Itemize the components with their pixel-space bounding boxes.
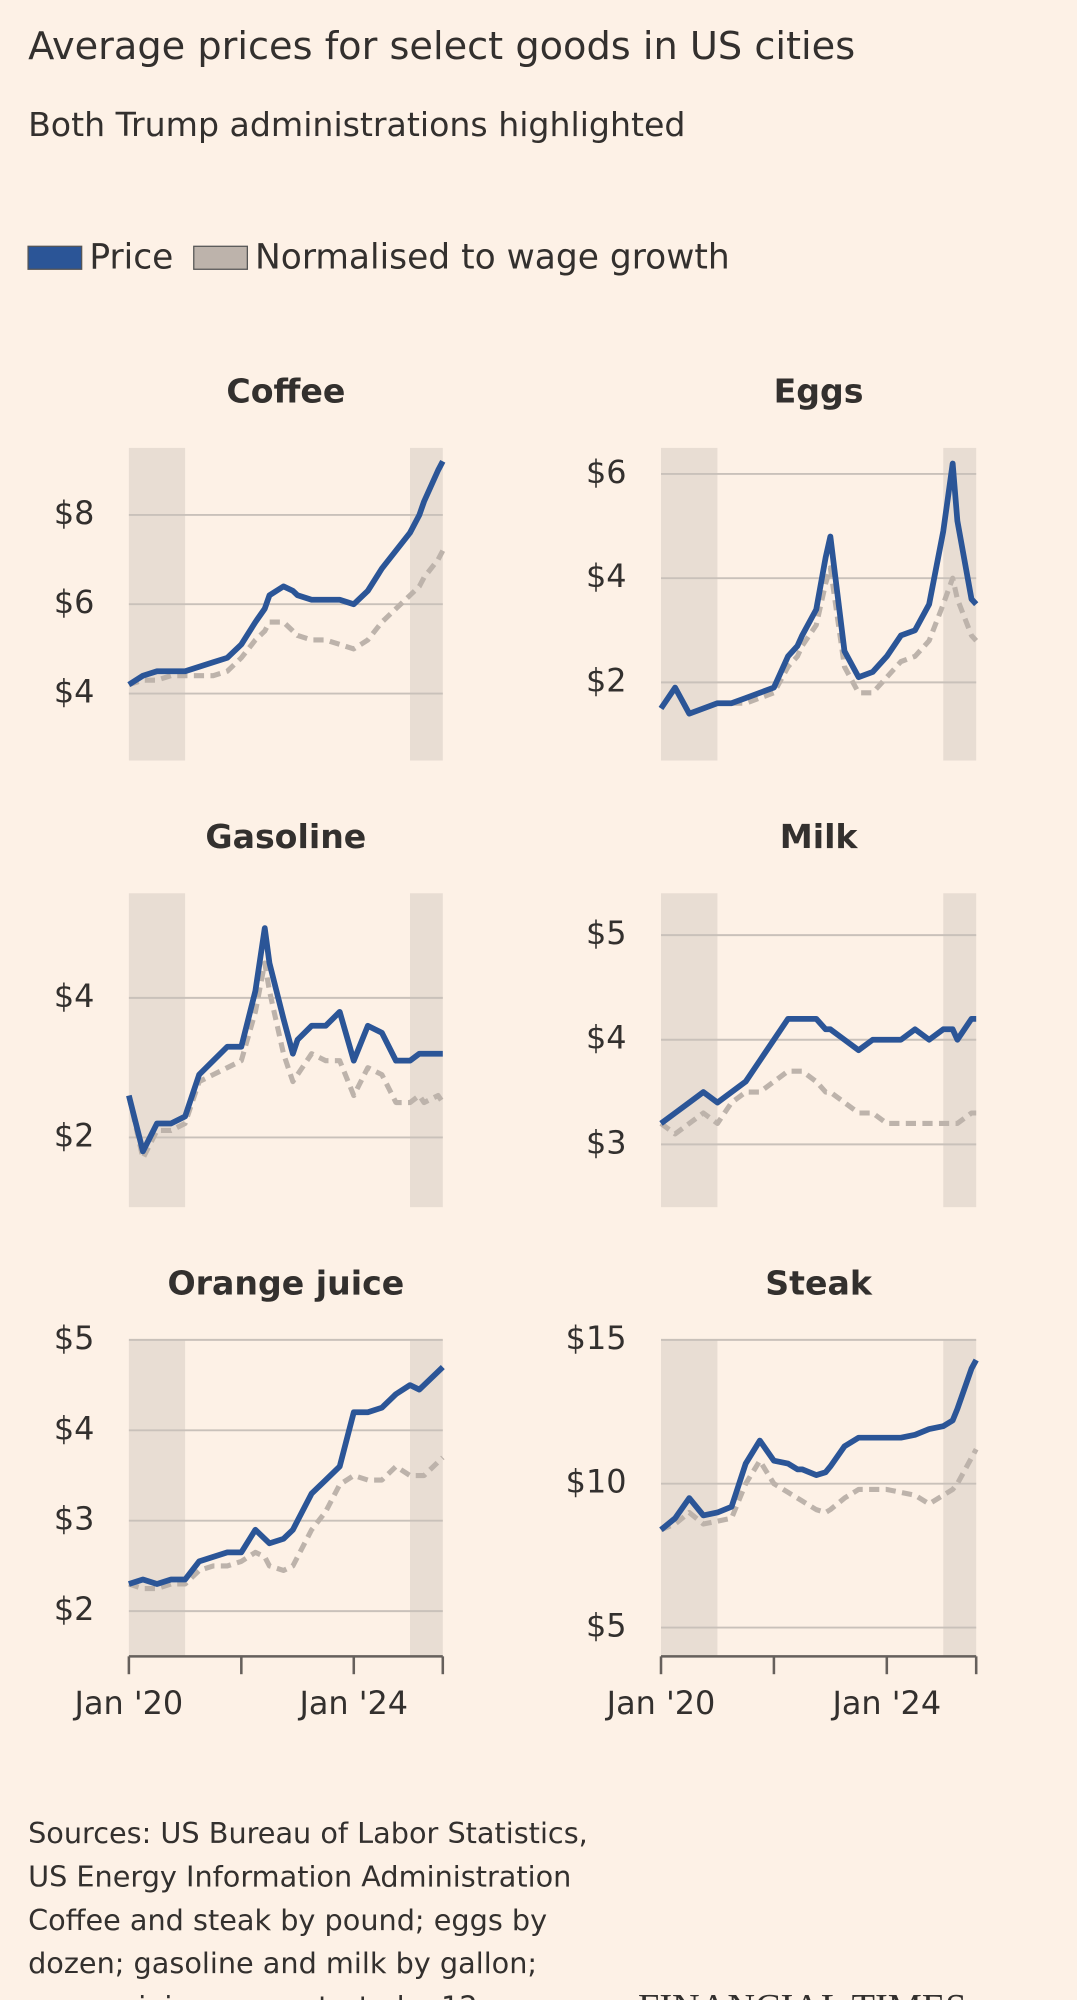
x-tick-label: Jan '20	[73, 1684, 184, 1722]
brand: FINANCIAL TIMES	[638, 1987, 966, 2000]
highlight-band	[128, 1339, 186, 1657]
series-line	[128, 549, 446, 688]
y-tick-label: $4	[54, 1409, 95, 1447]
legend-swatch	[193, 245, 248, 270]
y-tick-label: $5	[586, 1607, 627, 1645]
subtitle: Both Trump administrations highlighted	[28, 105, 685, 144]
x-tick-label: Jan '20	[605, 1684, 716, 1722]
y-tick-label: $4	[586, 1019, 627, 1057]
y-tick-label: $10	[566, 1463, 627, 1501]
y-tick-label: $2	[586, 661, 627, 699]
y-tick-label: $6	[586, 453, 627, 491]
highlight-band	[128, 893, 186, 1208]
highlight-band	[661, 893, 718, 1208]
note: US Energy Information Administration	[28, 1859, 571, 1893]
y-tick-label: $4	[586, 557, 627, 595]
note: orange juice concentrate by 12	[28, 1990, 478, 2000]
series-line	[658, 460, 979, 717]
panel-title: Steak	[765, 1264, 873, 1303]
panel-title: Gasoline	[205, 817, 366, 856]
y-tick-label: $4	[54, 977, 95, 1015]
legend-swatch	[27, 245, 83, 270]
x-tick-label: Jan '24	[830, 1684, 941, 1722]
note: Sources: US Bureau of Labor Statistics,	[28, 1816, 588, 1850]
y-tick-label: $2	[54, 1116, 95, 1154]
title: Average prices for select goods in US ci…	[28, 24, 855, 69]
y-tick-label: $2	[54, 1590, 95, 1628]
highlight-band	[943, 893, 977, 1208]
y-tick-label: $3	[586, 1123, 627, 1161]
y-tick-label: $8	[54, 494, 95, 532]
series-line	[660, 1447, 979, 1533]
y-tick-label: $15	[566, 1319, 627, 1357]
highlight-band	[943, 1339, 977, 1657]
y-tick-label: $5	[586, 914, 627, 952]
note: Coffee and steak by pound; eggs by	[28, 1903, 547, 1937]
x-tick-label: Jan '24	[297, 1684, 408, 1722]
panel-title: Orange juice	[167, 1264, 404, 1303]
legend-label: Price	[89, 238, 173, 278]
panel-title: Milk	[780, 817, 859, 856]
y-tick-label: $4	[54, 673, 95, 711]
y-tick-label: $5	[54, 1319, 95, 1357]
highlight-band	[409, 1339, 443, 1657]
series-line	[128, 1364, 445, 1587]
panel-title: Coffee	[226, 372, 345, 411]
note: dozen; gasoline and milk by gallon;	[28, 1946, 537, 1980]
series-line	[659, 1068, 977, 1137]
legend-label: Normalised to wage growth	[255, 238, 730, 278]
panel-title: Eggs	[774, 372, 864, 411]
y-tick-label: $6	[54, 583, 95, 621]
series-line	[127, 459, 446, 688]
series-line	[659, 1358, 979, 1532]
series-line	[659, 1015, 977, 1126]
highlight-band	[409, 893, 443, 1208]
series-line	[128, 1455, 445, 1592]
y-tick-label: $3	[54, 1500, 95, 1538]
series-line	[126, 925, 443, 1155]
